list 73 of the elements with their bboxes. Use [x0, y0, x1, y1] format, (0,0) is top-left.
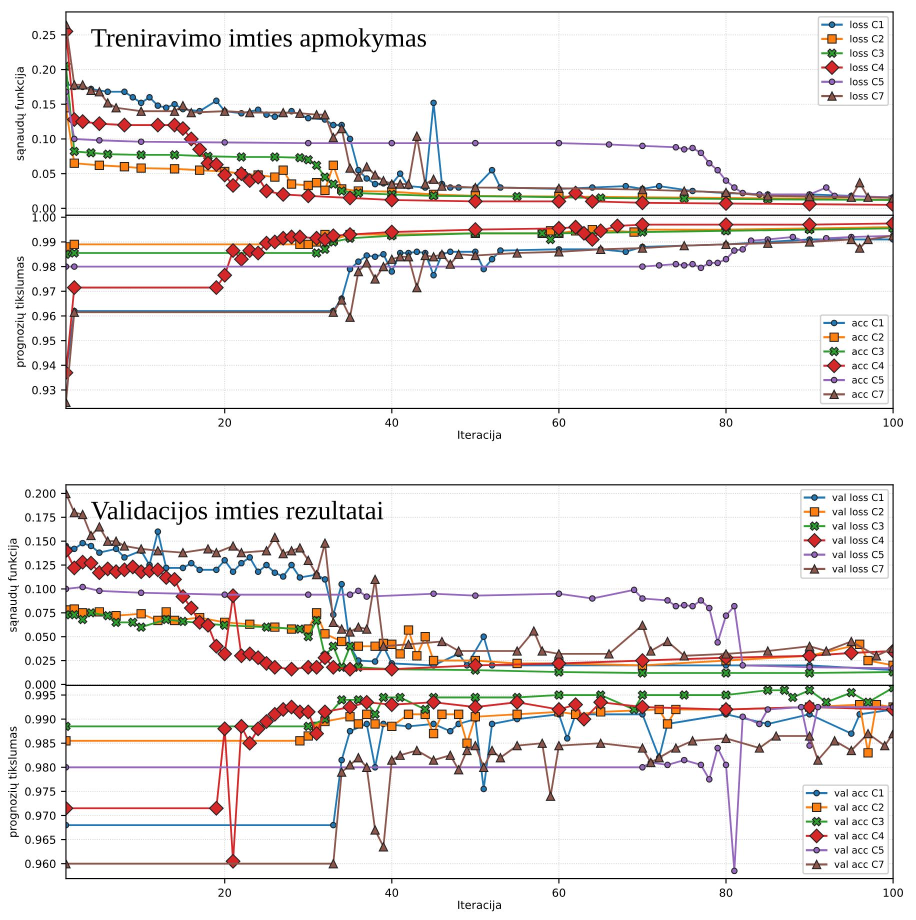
y-tick-label: 0.94	[32, 361, 56, 370]
x-tick-label: 40	[385, 418, 398, 427]
legend-label: val acc C3	[834, 818, 884, 826]
y-tick-label: 0.15	[32, 100, 56, 109]
y-axis-title: sąnaudų funkcija	[15, 67, 26, 160]
y-tick-label: 0.970	[25, 811, 56, 820]
legend-label: acc C5	[852, 376, 884, 384]
y-tick-label: 0.000	[25, 680, 56, 689]
legend-label: val acc C7	[834, 860, 884, 868]
x-tick-label: 100	[884, 418, 903, 427]
y-tick-label: 0.00	[32, 204, 56, 213]
legend-label: acc C4	[852, 362, 884, 370]
legend-label: acc C1	[852, 319, 884, 326]
y-tick-label: 0.050	[25, 632, 56, 642]
legend-label: loss C3	[850, 49, 884, 57]
y-tick-label: 0.97	[32, 287, 56, 296]
x-tick-label: 80	[720, 888, 732, 897]
y-tick-label: 0.985	[25, 739, 56, 748]
x-tick-label: 80	[720, 418, 732, 427]
x-tick-label: 20	[218, 418, 232, 427]
y-tick-label: 0.960	[25, 860, 56, 868]
legend-label: val loss C7	[832, 564, 884, 572]
legend-label: val loss C1	[832, 494, 884, 502]
x-axis-title: Iteracija	[458, 430, 501, 442]
y-axis-title: sąnaudų funkcija	[8, 538, 19, 632]
legend-label: loss C5	[850, 78, 884, 86]
legend-label: val acc C5	[834, 846, 884, 854]
legend-label: loss C7	[850, 92, 884, 100]
legend-label: val acc C4	[834, 832, 884, 840]
legend-label: loss C4	[850, 64, 884, 72]
y-tick-label: 0.93	[32, 386, 56, 394]
x-tick-label: 60	[552, 888, 566, 897]
y-tick-label: 0.975	[25, 787, 56, 796]
y-tick-label: 0.150	[25, 537, 56, 546]
legend-label: val loss C2	[832, 508, 884, 516]
y-tick-label: 0.175	[25, 513, 56, 522]
x-tick-label: 60	[552, 418, 566, 427]
x-tick-label: 40	[385, 888, 398, 897]
y-tick-label: 0.100	[25, 584, 56, 594]
legend-label: acc C2	[852, 333, 884, 341]
y-axis-title: prognozių tikslumas	[8, 726, 19, 837]
y-tick-label: 0.965	[25, 836, 56, 844]
annotation: Validacijos imties rezultatai	[91, 500, 384, 525]
y-tick-label: 0.25	[32, 30, 56, 40]
x-axis-title: Iteracija	[458, 900, 501, 912]
legend-label: val loss C4	[832, 536, 884, 544]
y-tick-label: 0.980	[25, 763, 56, 772]
legend-label: acc C7	[852, 390, 884, 398]
legend-label: loss C1	[850, 20, 884, 28]
y-tick-label: 0.125	[25, 561, 56, 570]
legend-label: loss C2	[850, 34, 884, 43]
y-tick-label: 0.990	[25, 715, 56, 724]
y-tick-label: 1.00	[32, 213, 56, 222]
legend-label: val loss C3	[832, 522, 884, 530]
y-tick-label: 0.995	[25, 691, 56, 700]
y-axis-title: prognozių tikslumas	[15, 256, 26, 367]
y-tick-label: 0.075	[25, 608, 56, 618]
y-tick-label: 0.025	[25, 656, 56, 665]
x-tick-label: 20	[218, 888, 232, 897]
legend-label: acc C3	[852, 348, 884, 356]
x-tick-label: 100	[884, 888, 903, 897]
y-tick-label: 0.10	[32, 134, 56, 144]
legend-label: val loss C5	[832, 550, 884, 558]
y-tick-label: 0.96	[32, 312, 56, 320]
y-tick-label: 0.20	[32, 66, 56, 74]
y-tick-label: 0.98	[32, 262, 56, 271]
y-tick-label: 0.200	[25, 489, 56, 498]
legend-label: val acc C1	[834, 789, 884, 797]
y-tick-label: 0.95	[32, 336, 56, 346]
y-tick-label: 0.99	[32, 238, 56, 246]
legend-label: val acc C2	[834, 803, 884, 811]
y-tick-label: 0.05	[32, 170, 56, 178]
annotation: Treniravimo imties apmokymas	[91, 28, 426, 52]
